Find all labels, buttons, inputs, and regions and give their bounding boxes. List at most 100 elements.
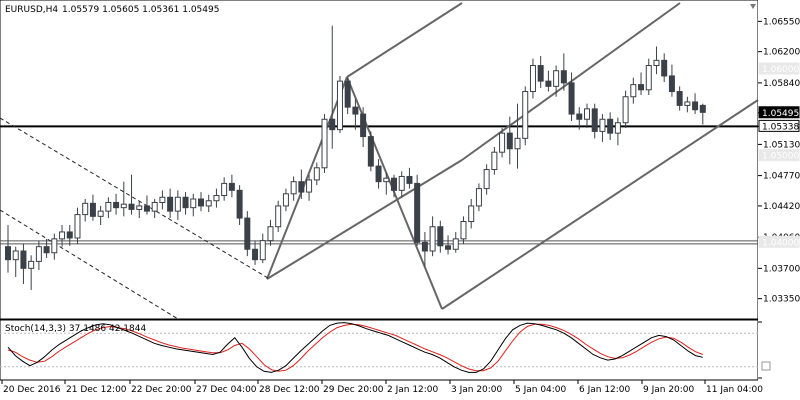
time-tick-label: 2 Jan 12:00 [387, 385, 439, 395]
price-tick-label: 1.05840 [763, 79, 800, 89]
bull-candle [97, 210, 104, 217]
bear-candle [43, 246, 50, 254]
bull-candle [499, 132, 506, 153]
price-tick-label: 1.03350 [763, 295, 800, 305]
bull-candle [645, 65, 652, 91]
time-tick-label: 28 Dec 12:00 [259, 385, 320, 395]
bull-candle [483, 169, 490, 190]
bull-candle [460, 221, 467, 240]
bull-candle [205, 200, 212, 207]
bear-candle [198, 198, 204, 207]
shift-marker-icon[interactable] [750, 4, 756, 9]
bull-candle [452, 238, 459, 250]
down-channel-upper [0, 117, 269, 279]
bull-candle [468, 205, 475, 223]
bear-candle [113, 201, 120, 209]
bear-candle [20, 250, 27, 269]
time-tick-label: 29 Dec 20:00 [323, 385, 384, 395]
bull-candle [12, 250, 19, 261]
bull-candle [684, 101, 691, 106]
upper-channel-base [266, 159, 463, 280]
bear-candle [182, 196, 189, 209]
time-tick-label: 20 Dec 2016 [3, 385, 61, 395]
bear-candle [699, 104, 706, 113]
bear-candle [375, 165, 382, 183]
bear-candle [545, 80, 552, 87]
bull-candle [553, 70, 560, 87]
bear-candle [360, 113, 367, 138]
bull-candle [475, 188, 482, 207]
bear-candle [506, 132, 513, 150]
price-label: 1.04000 [762, 238, 799, 248]
indicator-label: Stoch(14,3,3) 37.1486 42.1844 [5, 324, 146, 334]
bull-candle [313, 167, 320, 181]
time-tick-label: 27 Dec 04:00 [196, 385, 257, 395]
bear-candle [576, 113, 583, 120]
bull-candle [259, 240, 266, 261]
bull-candle [174, 196, 181, 212]
price-tick-label: 1.06550 [763, 17, 800, 27]
bull-candle [599, 118, 606, 132]
indicator-scale-icon[interactable] [761, 361, 771, 371]
bear-candle [537, 65, 544, 82]
bear-candle [167, 196, 174, 212]
bull-candle [221, 182, 228, 197]
bull-candle [614, 122, 621, 134]
stoch-main-line [7, 322, 703, 373]
time-tick-label: 6 Jan 12:00 [579, 385, 631, 395]
bear-candle [236, 189, 243, 219]
chart-title: EURUSD,H4 [5, 5, 58, 15]
bear-candle [676, 91, 683, 106]
time-tick-label: 3 Jan 20:00 [451, 385, 503, 395]
bull-candle [51, 238, 58, 254]
bull-candle [105, 201, 112, 212]
bear-candle [638, 84, 645, 91]
zigzag-leg-2 [266, 76, 348, 280]
bear-candle [406, 175, 413, 184]
bear-candle [298, 181, 305, 193]
bear-candle [560, 70, 567, 84]
bear-candle [391, 177, 397, 191]
time-tick-label: 22 Dec 20:00 [131, 385, 192, 395]
bull-candle [136, 205, 143, 210]
bear-candle [89, 202, 96, 217]
price-label-box [758, 149, 800, 162]
price-label: 1.05000 [762, 152, 799, 162]
bull-candle [282, 193, 289, 207]
bear-candle [244, 217, 251, 250]
bull-candle [630, 84, 637, 98]
up-channel-base [441, 99, 759, 310]
bull-candle [622, 96, 629, 124]
price-tick-label: 1.06200 [763, 48, 800, 58]
bull-candle [120, 203, 127, 209]
bear-candle [437, 226, 444, 247]
bull-candle [522, 91, 529, 139]
bear-candle [128, 203, 135, 210]
bear-candle [445, 245, 452, 250]
bull-candle [584, 108, 590, 120]
price-tick-label: 1.04420 [763, 202, 800, 212]
price-tick-label: 1.05130 [763, 140, 800, 150]
bear-candle [352, 106, 359, 115]
bull-candle [59, 231, 66, 240]
price-label-box [758, 106, 800, 119]
bull-candle [514, 137, 521, 150]
bull-candle [190, 198, 197, 209]
bull-candle [267, 226, 274, 242]
bear-candle [252, 248, 259, 261]
bear-candle [591, 108, 598, 132]
time-tick-label: 11 Jan 04:00 [706, 385, 763, 395]
bear-candle [329, 118, 336, 131]
bear-candle [228, 182, 235, 191]
price-label-box [758, 119, 800, 132]
bull-candle [398, 175, 405, 191]
price-label: 1.05495 [762, 109, 799, 119]
bear-candle [367, 136, 374, 167]
bull-candle [306, 179, 313, 193]
time-tick-label: 5 Jan 04:00 [515, 385, 567, 395]
bull-candle [290, 181, 297, 195]
bull-candle [159, 196, 166, 203]
bull-candle [151, 201, 158, 212]
bull-candle [213, 195, 220, 202]
